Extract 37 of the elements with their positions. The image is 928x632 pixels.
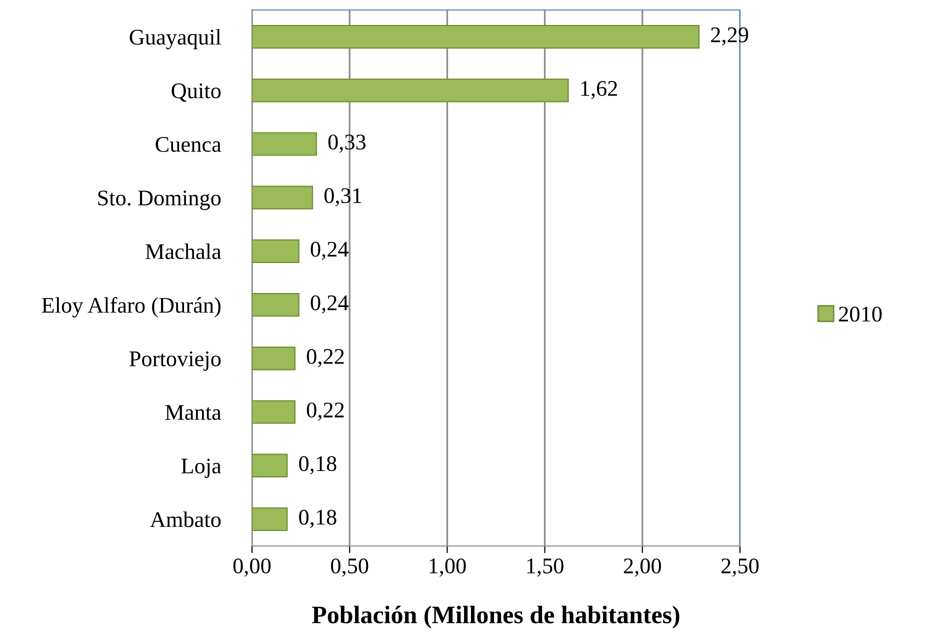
x-tick-label: 2,00 <box>624 558 661 577</box>
x-tick-label: 1,00 <box>430 558 466 577</box>
bar <box>252 292 300 317</box>
bar <box>252 78 569 102</box>
data-label: 0,33 <box>328 134 366 153</box>
bar <box>252 346 296 370</box>
data-label: 0,22 <box>306 402 344 421</box>
data-label: 0,22 <box>306 348 344 368</box>
x-axis-title: Población (Millones de habitantes) <box>312 606 680 628</box>
data-label: 1,62 <box>581 81 617 100</box>
y-tick-label: Eloy Alfaro (Durán) <box>42 296 220 318</box>
legend-label: 2010 <box>839 306 882 322</box>
bar <box>252 400 296 424</box>
bar <box>252 454 288 478</box>
y-tick-label: Machala <box>146 243 222 260</box>
y-tick-label: Portoviejo <box>129 351 221 371</box>
data-label: 0,18 <box>299 456 336 474</box>
bar <box>252 239 300 264</box>
y-tick-label: Sto. Domingo <box>98 190 221 210</box>
y-tick-label: Ambato <box>150 511 221 528</box>
x-tick-label: 0,50 <box>331 558 368 577</box>
y-tick-label: Cuenca <box>156 136 222 152</box>
y-tick-label: Guayaquil <box>130 29 221 50</box>
y-tick-label: Manta <box>165 405 222 420</box>
data-label: 0,24 <box>310 242 348 260</box>
x-tick-label: 0,00 <box>233 558 271 577</box>
bar <box>252 186 314 210</box>
data-label: 0,31 <box>324 188 362 206</box>
y-tick-label: Loja <box>181 458 222 478</box>
x-tick-label: 1,50 <box>527 558 564 577</box>
data-label: 0,18 <box>299 510 336 528</box>
y-tick-label: Quito <box>172 83 221 102</box>
x-tick-label: 2,50 <box>722 558 759 577</box>
bar <box>252 507 288 532</box>
bar <box>252 132 317 156</box>
data-label: 0,24 <box>310 295 348 314</box>
bar <box>252 24 700 49</box>
